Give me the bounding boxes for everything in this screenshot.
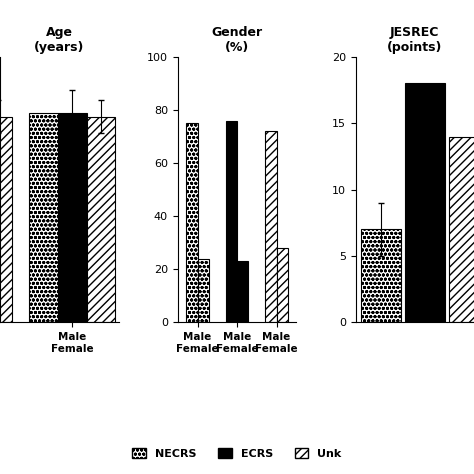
Bar <box>226 120 237 322</box>
Title: JESREC
(points): JESREC (points) <box>387 27 442 55</box>
Title: Gender
(%): Gender (%) <box>211 27 263 55</box>
Bar <box>87 117 115 322</box>
Bar <box>29 113 58 322</box>
Bar <box>449 137 474 322</box>
Bar <box>198 259 209 322</box>
Bar <box>58 113 87 322</box>
Legend: NECRS, ECRS, Unk: NECRS, ECRS, Unk <box>128 444 346 464</box>
Bar <box>276 248 288 322</box>
Bar <box>265 131 276 322</box>
Title: Age
(years): Age (years) <box>34 27 84 55</box>
Bar <box>361 229 401 322</box>
Bar <box>0 117 12 322</box>
Bar <box>405 83 445 322</box>
Bar <box>186 123 198 322</box>
Bar <box>237 261 248 322</box>
